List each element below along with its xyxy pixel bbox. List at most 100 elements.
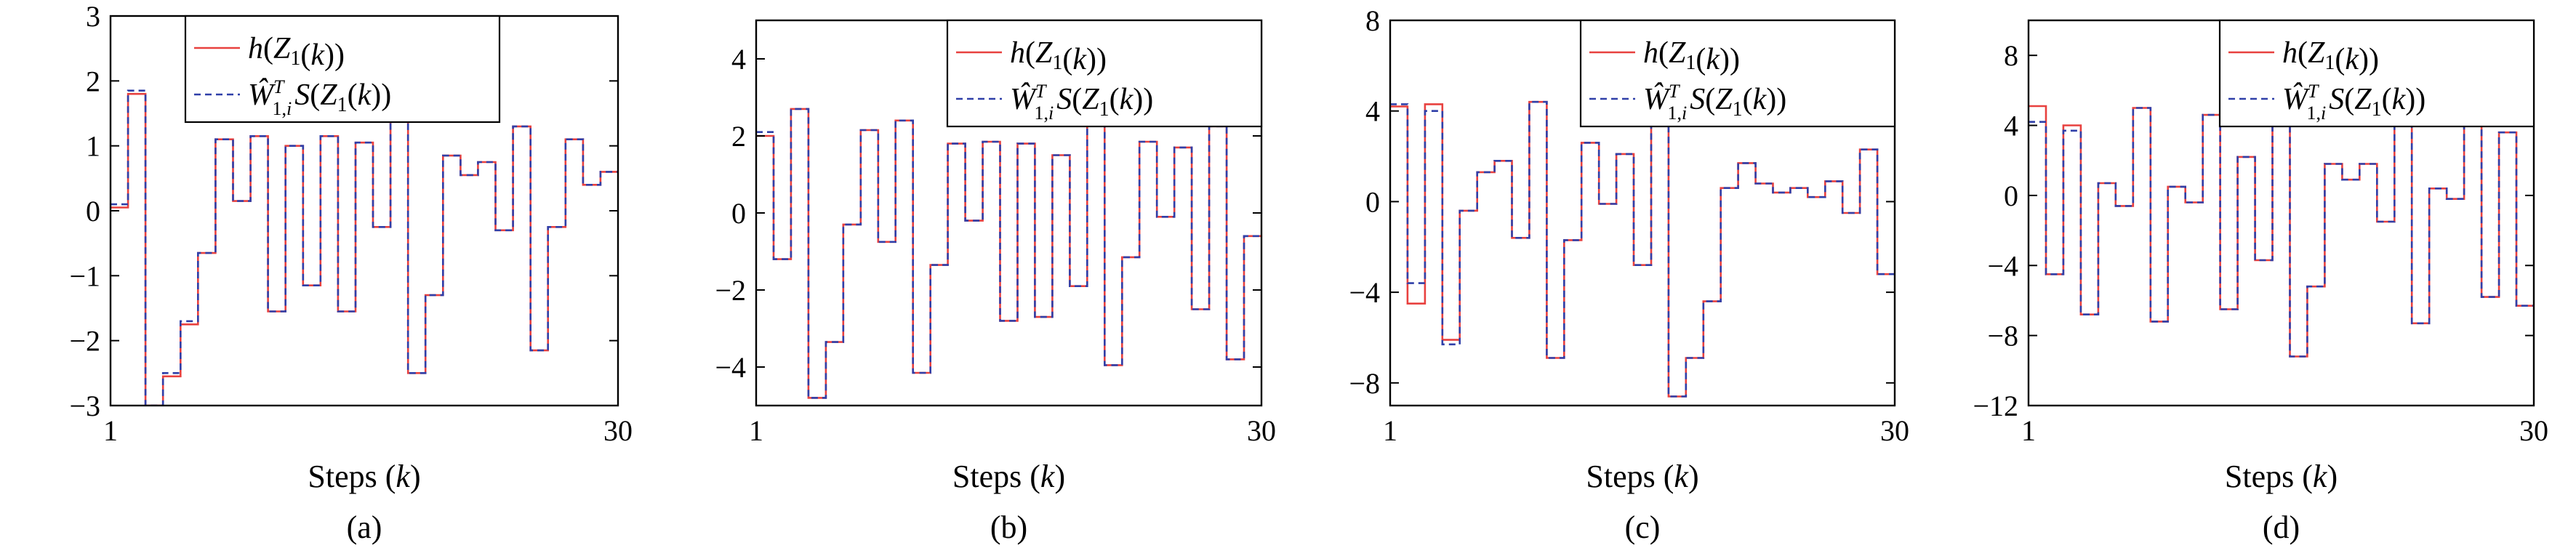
y-tick-label: 0 [2004,180,2018,212]
legend-w-part: T [1035,81,1047,102]
y-tick-label: 2 [86,65,100,97]
legend-w-part: ( [1110,83,1120,116]
legend-w-label: ŴT 1,iS(Z1(k)) [248,76,391,119]
legend-h-part: 1 [1052,52,1062,74]
legend-w-part: ( [2344,83,2354,116]
legend-h-part: Z [273,32,291,65]
x-axis-label-var: k [2313,459,2328,494]
legend-w-part: S [2329,83,2344,116]
legend-box [184,15,501,124]
legend-w-part: k [2392,83,2407,116]
x-axis-label-text: Steps ( [952,459,1040,494]
legend-w-part: ( [348,78,358,112]
x-axis-label-close: ) [2327,459,2338,494]
legend-w-part: k [1120,83,1134,116]
legend-w-part: )) [2405,83,2425,116]
legend-w-part: )) [1133,83,1153,116]
legend-h-label: h(Z1(k)) [1010,36,1107,76]
y-tick-label: −1 [69,259,100,292]
legend-w-part: S [1690,83,1705,116]
y-tick-label: 0 [731,197,746,230]
y-tick-label: 0 [86,195,100,227]
panel-label: (b) [990,509,1027,545]
y-tick-label: 1 [86,130,100,163]
legend-h-part: ( [1062,43,1072,76]
legend: h(Z1(k)) ŴT 1,iS(Z1(k)) [946,19,1263,128]
legend-w-part: ( [310,78,320,112]
y-tick-label: 8 [1365,4,1380,37]
x-axis-label-var: k [1040,459,1056,494]
legend-h-part: h [2282,36,2298,70]
legend-w-part: Ŵ [2282,82,2311,116]
legend-w-part: ( [1705,83,1715,116]
x-axis-label-text: Steps ( [2225,459,2313,494]
y-tick-label: 3 [86,0,100,33]
legend-h-part: ( [263,32,273,65]
legend-h-part: ( [1696,43,1706,76]
x-tick-label: 30 [603,414,633,447]
legend-w-part: T [1669,81,1680,102]
legend-h-part: Z [1035,36,1053,70]
y-tick-label: 0 [1365,185,1380,218]
y-tick-label: 2 [731,120,746,153]
y-tick-label: −4 [1349,276,1380,309]
legend-h-part: ( [2335,43,2345,76]
legend-h-part: ( [300,39,310,72]
legend-w-part: S [1056,83,1072,116]
x-axis-label: Steps (k) [952,459,1065,494]
x-axis-label: Steps (k) [1586,459,1698,494]
legend-w-part: 1, [1034,102,1048,124]
x-tick-label: 30 [1880,414,1909,447]
legend-w-label: ŴT 1,iS(Z1(k)) [1010,81,1153,124]
legend: h(Z1(k))ŴT 1,iS(Z1(k)) [184,15,501,124]
x-axis-label: Steps (k) [2225,459,2338,494]
y-tick-label: −3 [69,390,100,422]
x-tick-label: 1 [2021,414,2036,447]
legend-w-part: )) [371,78,391,112]
y-tick-label: −4 [1987,249,2018,282]
legend-h-part: h [248,32,263,65]
y-tick-label: −2 [715,274,746,307]
x-axis-label-close: ) [410,459,421,494]
x-axis-label-var: k [1674,459,1689,494]
legend-box [2218,19,2535,128]
x-axis-label-close: ) [1688,459,1699,494]
legend-box [1579,19,1896,128]
series-w-line [1390,80,1895,398]
legend-w-part: 1 [2372,98,2382,121]
legend-w-part: k [1753,83,1768,116]
series-h-line [111,80,618,406]
legend-h-part: ( [2298,36,2308,70]
legend-w-part: S [294,78,310,112]
legend-h-label: h(Z1(k)) [1643,36,1740,76]
panel-label: (a) [347,509,382,545]
legend: h(Z1(k))ŴT 1,iS(Z1(k)) [2218,19,2535,128]
legend: h(Z1(k))ŴT 1,iS(Z1(k)) [1579,19,1896,128]
legend-h-part: k [1072,43,1087,76]
x-axis-label: Steps (k) [308,459,420,494]
legend-w-part: T [273,76,285,97]
legend-w-part: ( [2382,83,2392,116]
legend-w-label: ŴT 1,iS(Z1(k)) [1643,81,1786,124]
legend-w-part: Ŵ [248,78,276,112]
legend-w-part: k [358,78,372,112]
y-tick-label: −4 [715,351,746,384]
legend-w-part: ( [1072,83,1082,116]
legend-h-label: h(Z1(k)) [248,32,345,72]
y-tick-label: −8 [1987,320,2018,352]
panel-label: (c) [1625,509,1661,545]
legend-w-part: Ŵ [1643,82,1672,116]
legend-box [946,19,1263,128]
y-tick-label: 4 [1365,95,1380,128]
legend-h-part: )) [324,39,345,72]
legend-h-part: k [1706,43,1720,76]
y-tick-label: 4 [731,43,746,76]
legend-h-part: k [2345,43,2359,76]
legend-h-part: ( [1025,36,1035,70]
series-h-line [756,108,1261,399]
x-tick-label: 1 [103,414,118,447]
